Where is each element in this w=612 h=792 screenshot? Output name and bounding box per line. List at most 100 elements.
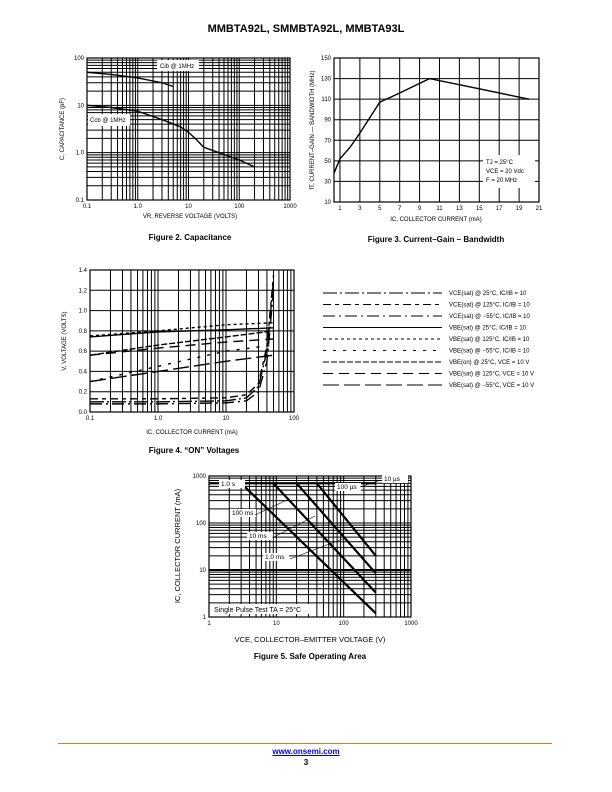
x-tick-label: 5 [378, 206, 382, 212]
series-line-4 [316, 482, 377, 557]
y-tick-label: 90 [324, 118, 331, 124]
label-box [219, 480, 245, 488]
legend-label: VCE(sat) @ 25°C, IC/IB = 10 [449, 291, 527, 297]
x-tick-label: 1.0 [154, 416, 163, 422]
test-conditions-annotation: Single Pulse Test TA = 25°C [214, 606, 301, 614]
legend-label: VBE(sat) @ 25°C, IC/IB = 10 [449, 326, 527, 332]
fig2-chart: 0.1 1.0 10 100 1000 0.1 1.0 10 100 VR, REVERSE VO… [60, 56, 297, 242]
x-tick-label: 100 [234, 204, 245, 210]
series-line-4 [89, 322, 274, 337]
plot-frame [333, 57, 540, 203]
y-tick-label: 50 [324, 159, 331, 165]
label-box [157, 60, 199, 71]
x-tick-label: 15 [476, 206, 483, 212]
y-tick-label: 10 [199, 568, 206, 574]
y-axis-title: IC, COLLECTOR CURRENT (mA) [173, 488, 182, 603]
y-tick-label: 100 [74, 56, 85, 62]
series-line-0 [86, 71, 174, 88]
conditions-annotation: TJ = 25°C [486, 160, 514, 166]
y-tick-label: 1.0 [79, 309, 88, 315]
x-tick-label: 0.1 [83, 204, 92, 210]
label-box [483, 155, 535, 188]
y-tick-label: 100 [196, 521, 207, 527]
plot-frame [208, 475, 412, 618]
y-tick-label: 130 [321, 77, 332, 83]
x-tick-label: 0.1 [86, 416, 95, 422]
label-box [230, 509, 256, 517]
series-label: Cib @ 1MHz [160, 64, 194, 70]
pointer-arrow [359, 480, 379, 488]
series-line-1 [240, 482, 377, 615]
x-tick-label: 7 [398, 206, 402, 212]
x-tick-label: 1 [338, 206, 342, 212]
series-line-3 [295, 482, 377, 575]
series-line-2 [272, 482, 377, 594]
footer-divider [58, 743, 552, 744]
y-tick-label: 0.0 [79, 410, 88, 416]
legend-label: VBE(sat) @ 125°C, VCE = 10 V [449, 372, 534, 378]
x-tick-label: 1.0 [134, 204, 143, 210]
x-tick-label: 11 [436, 206, 443, 212]
x-tick-label: 1000 [283, 204, 297, 210]
y-tick-label: 70 [324, 138, 331, 144]
legend-label: VCE(sat) @ −55°C, IC/IB = 10 [449, 314, 531, 320]
x-tick-label: 13 [456, 206, 463, 212]
y-tick-label: 1000 [193, 474, 207, 480]
legend-label: VBE(on) @ 25°C, VCE = 10 V [449, 360, 529, 366]
x-tick-label: 1 [207, 621, 211, 627]
x-axis-title: VR, REVERSE VOLTAGE (VOLTS) [143, 214, 237, 220]
legend: VCE(sat) @ 25°C, IC/IB = 10 VCE(sat) @ 12… [323, 291, 534, 389]
label-box [263, 553, 289, 561]
y-tick-label: 0.8 [79, 329, 88, 335]
series-line-0 [90, 280, 275, 403]
page-number: 3 [303, 758, 309, 767]
conditions-annotation: VCE = 20 Vdc [486, 169, 524, 175]
x-tick-label: 21 [536, 206, 543, 212]
series-line-1 [86, 104, 255, 168]
sop-label: 10 µs [384, 476, 401, 483]
label-box [382, 475, 408, 483]
series-line-6 [89, 330, 274, 356]
y-tick-label: 0.6 [79, 349, 88, 355]
x-tick-label: 100 [339, 621, 350, 627]
y-tick-label: 30 [324, 179, 331, 185]
sop-label: 100 ms [232, 510, 254, 517]
y-axis-title: V, VOLTAGE (VOLTS) [62, 311, 68, 370]
y-tick-label: 1.0 [76, 151, 85, 157]
pointer-arrow [289, 537, 346, 560]
y-tick-label: 1 [203, 615, 207, 621]
label-box [335, 483, 361, 491]
y-tick-label: 110 [321, 97, 331, 103]
series-line-0 [333, 77, 530, 174]
x-tick-label: 3 [358, 206, 362, 212]
figure-caption: Figure 2. Capacitance [149, 233, 232, 242]
x-tick-label: 9 [418, 206, 422, 212]
x-tick-label: 1000 [404, 621, 418, 627]
x-tick-label: 10 [273, 621, 280, 627]
pointer-arrow [271, 515, 316, 539]
sop-label: 1.0 s [221, 481, 236, 488]
x-tick-label: 100 [289, 416, 300, 422]
page-title: MMBTA92L, SMMBTA92L, MMBTA93L [207, 23, 405, 35]
y-tick-label: 150 [321, 56, 332, 62]
figure-caption: Figure 3. Current–Gain – Bandwidth [368, 235, 505, 244]
legend-label: VBE(sat) @ −55°C, VCE = 10 V [449, 383, 534, 389]
plot-frame [89, 269, 295, 413]
x-axis-title: IC, COLLECTOR CURRENT (mA) [390, 217, 481, 223]
legend-label: VBE(sat) @ −55°C, IC/IB = 10 [449, 349, 530, 355]
y-axis-title: C, CAPACITANCE (pF) [60, 98, 66, 160]
y-tick-label: 0.1 [76, 198, 85, 204]
y-tick-label: 0.2 [79, 390, 88, 396]
series-line-8 [89, 354, 274, 383]
conditions-annotation: F = 20 MHz [486, 178, 517, 184]
website-link[interactable]: www.onsemi.com [272, 747, 340, 756]
fig4-chart: 0.1 1.0 10 100 0.0 0.2 0.4 0.6 0.8 1.0 1.2 1.4 IC, C… [62, 268, 300, 455]
sop-label: 100 µs [337, 484, 357, 491]
label-box [212, 604, 314, 614]
y-axis-title: fT, CURRENT–GAIN — BANDWIDTH (MHz) [310, 71, 316, 190]
y-tick-label: 1.2 [79, 288, 88, 294]
fig3-chart: 1 3 5 7 9 11 13 15 17 19 211030507090110130150IC, … [310, 56, 543, 244]
pointer-arrow [254, 499, 288, 516]
y-tick-label: 10 [77, 103, 84, 109]
x-axis-title: VCE, COLLECTOR–EMITTER VOLTAGE (V) [235, 635, 386, 644]
